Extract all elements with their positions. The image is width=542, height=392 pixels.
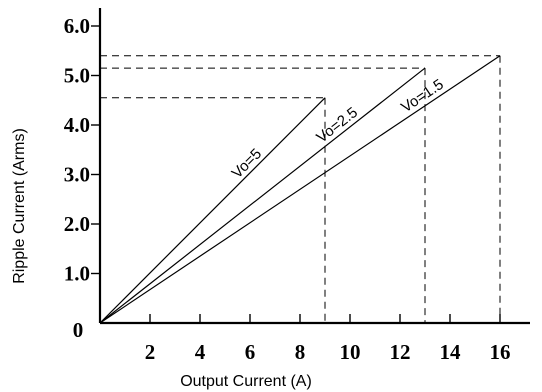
x-tick-label: 6: [245, 340, 256, 364]
y-ticks: 1.0 2.0 3.0 4.0 5.0 6.0: [64, 14, 100, 286]
x-tick-label: 16: [490, 340, 511, 364]
x-tick-label: 2: [145, 340, 156, 364]
dashed-guide-lines: [100, 55, 501, 323]
series-line: [99, 55, 501, 324]
x-tick-label: 8: [295, 340, 306, 364]
series-lines: Vo=5Vo=2.5Vo=1.5: [99, 55, 501, 324]
series-line: [99, 67, 426, 324]
series-label: Vo=2.5: [313, 104, 361, 146]
y-tick-label: 6.0: [64, 14, 90, 38]
x-tick-label: 12: [390, 340, 411, 364]
x-ticks: 2 4 6 8 10 12 14 16: [145, 314, 511, 364]
x-tick-label: 14: [440, 340, 462, 364]
x-tick-label: 10: [340, 340, 361, 364]
axes: [98, 8, 530, 325]
y-tick-label: 3.0: [64, 163, 90, 187]
y-tick-label: 4.0: [64, 113, 90, 137]
y-axis-title: Ripple Current (Arms): [11, 128, 28, 284]
y-tick-label: 1.0: [64, 262, 90, 286]
x-axis-title: Output Current (A): [180, 373, 312, 390]
series-line: [99, 97, 326, 324]
origin-label: 0: [73, 318, 84, 342]
x-tick-label: 4: [195, 340, 206, 364]
y-tick-label: 2.0: [64, 212, 90, 236]
y-tick-label: 5.0: [64, 64, 90, 88]
